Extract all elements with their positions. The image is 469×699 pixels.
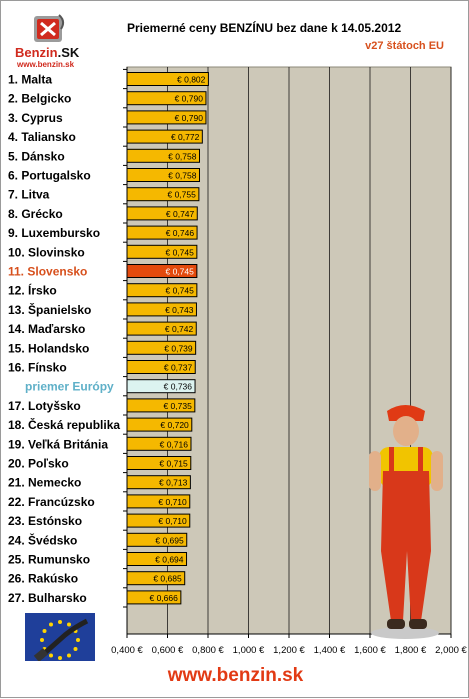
bar-value-label: € 0,685 [153, 574, 182, 584]
category-label: 22. Francúzsko [8, 495, 95, 509]
category-label: 19. Veľká Británia [8, 437, 108, 451]
category-label: 5. Dánsko [8, 149, 65, 163]
eu-flag-with-nozzle-image [25, 613, 95, 661]
bar-value-label: € 0,720 [160, 420, 189, 430]
category-label: 25. Rumunsko [8, 553, 90, 567]
bar-value-label: € 0,737 [164, 363, 193, 373]
bar-value-label: € 0,736 [164, 382, 193, 392]
category-label: 10. Slovinsko [8, 245, 85, 259]
x-tick-label: 1,800 € [395, 645, 427, 656]
x-tick-label: 1,600 € [354, 645, 386, 656]
logo-url: www.benzin.sk [17, 60, 75, 69]
category-label: 21. Nemecko [8, 476, 81, 490]
x-tick-label: 0,600 € [152, 645, 184, 656]
bar-value-label: € 0,755 [168, 190, 197, 200]
category-label: 1. Malta [8, 73, 52, 87]
x-tick-label: 2,000 € [435, 645, 467, 656]
chart-subtitle: v27 štátoch EU [365, 40, 444, 52]
category-label: 7. Litva [8, 188, 50, 202]
chart-title: Priemerné ceny BENZÍNU bez dane k 14.05.… [127, 21, 402, 35]
bar-value-label: € 0,790 [175, 94, 204, 104]
x-tick-label: 1,400 € [314, 645, 346, 656]
x-tick-label: 1,200 € [273, 645, 305, 656]
bar-value-label: € 0,743 [165, 305, 194, 315]
bar-value-label: € 0,747 [166, 209, 195, 219]
x-tick-label: 1,000 € [233, 645, 265, 656]
bar-value-label: € 0,758 [168, 171, 197, 181]
category-label: priemer Európy [25, 380, 114, 394]
bar-value-label: € 0,772 [171, 132, 200, 142]
category-label: 17. Lotyšsko [8, 399, 81, 413]
bar-value-label: € 0,790 [175, 113, 204, 123]
bar-value-label: € 0,694 [155, 555, 184, 565]
category-label: 9. Luxembursko [8, 226, 100, 240]
category-labels: 1. Malta 2. Belgicko 3. Cyprus 4. Taliansko… [8, 73, 120, 605]
category-label: 27. Bulharsko [8, 591, 87, 605]
bar-value-label: € 0,745 [165, 267, 194, 277]
category-label: 2. Belgicko [8, 92, 71, 106]
bar-value-label: € 0,695 [155, 535, 184, 545]
fuel-pump-icon [34, 14, 65, 42]
bar-value-label: € 0,742 [165, 324, 194, 334]
category-label: 3. Cyprus [8, 111, 63, 125]
category-label: 6. Portugalsko [8, 169, 91, 183]
bar-value-label: € 0,802 [177, 75, 206, 85]
bar-value-label: € 0,713 [159, 478, 188, 488]
category-label: 16. Fínsko [8, 361, 67, 375]
category-label: 8. Grécko [8, 207, 63, 221]
bars: € 0,802 € 0,790 € 0,790 € 0,772 € 0,758 € 0,7… [126, 72, 209, 605]
bar-value-label: € 0,666 [149, 593, 178, 603]
category-label: 4. Taliansko [8, 130, 76, 144]
category-label: 11. Slovensko [8, 265, 87, 279]
footer-url: www.benzin.sk [167, 665, 304, 686]
mascot-attendant-image [369, 405, 443, 639]
x-tick-label: 0,400 € [111, 645, 143, 656]
category-label: 23. Estónsko [8, 514, 82, 528]
bar-value-label: € 0,746 [166, 228, 195, 238]
category-label: 20. Poľsko [8, 457, 69, 471]
category-label: 13. Španielsko [8, 302, 91, 317]
bar-value-label: € 0,758 [168, 151, 197, 161]
bar-value-label: € 0,739 [164, 343, 193, 353]
bar-value-label: € 0,735 [163, 401, 192, 411]
category-label: 15. Holandsko [8, 341, 89, 355]
bar-value-label: € 0,715 [159, 459, 188, 469]
category-label: 12. Írsko [8, 283, 57, 298]
bar-value-label: € 0,716 [160, 439, 189, 449]
logo-wordmark: Benzin.SK [15, 45, 80, 60]
bar-value-label: € 0,745 [165, 286, 194, 296]
bar-value-label: € 0,710 [158, 497, 187, 507]
category-label: 18. Česká republika [8, 417, 120, 432]
category-label: 24. Švédsko [8, 532, 77, 547]
x-tick-label: 0,800 € [192, 645, 224, 656]
category-label: 14. Maďarsko [8, 322, 85, 336]
benzin-logo: Benzin.SK www.benzin.sk [9, 7, 89, 69]
category-label: 26. Rakúsko [8, 572, 78, 586]
bar-value-label: € 0,710 [158, 516, 187, 526]
bar-value-label: € 0,745 [165, 247, 194, 257]
